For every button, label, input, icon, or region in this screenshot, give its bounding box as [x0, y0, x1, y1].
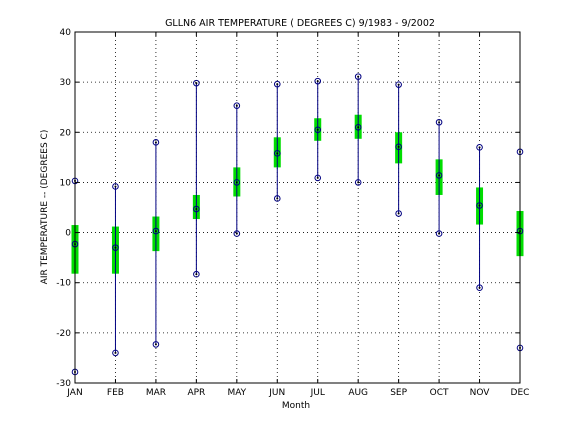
min-marker-dot-sep	[397, 212, 400, 215]
y-tick-label: -10	[56, 279, 71, 289]
mean-marker-jul	[314, 126, 322, 134]
max-marker-dot-mar	[154, 141, 157, 144]
x-tick-label: AUG	[348, 388, 368, 398]
mean-marker-dot-may	[235, 181, 238, 184]
x-tick-label: MAY	[227, 388, 246, 398]
min-marker-dot-apr	[195, 273, 198, 276]
max-marker-dot-jul	[316, 80, 319, 83]
x-tick-label: JUN	[268, 388, 285, 398]
mean-marker-dot-jun	[276, 152, 279, 155]
mean-marker-dot-feb	[114, 246, 117, 249]
max-marker-aug	[354, 73, 362, 80]
max-marker-dot-nov	[478, 146, 481, 149]
mean-marker-dot-jul	[316, 128, 319, 131]
x-tick-label: OCT	[430, 388, 449, 398]
x-tick-label: SEP	[390, 388, 407, 398]
mean-marker-apr	[193, 205, 200, 213]
mean-marker-dot-sep	[397, 145, 400, 148]
max-marker-dot-jun	[276, 83, 279, 86]
ticks: JAN FEB MAR APR MAY JUN JUL AUG SEP OCT NOV DEC -30 -…	[56, 28, 529, 398]
max-marker-dot-may	[235, 104, 238, 107]
y-tick-label: 40	[60, 28, 72, 38]
max-marker-sep	[395, 81, 402, 88]
mean-marker-may	[233, 179, 241, 186]
max-marker-apr	[193, 79, 200, 87]
y-tick-label: 10	[60, 178, 72, 188]
y-tick-label: 20	[60, 128, 72, 138]
x-tick-label: FEB	[107, 388, 124, 398]
min-marker-dot-oct	[438, 232, 441, 235]
y-tick-label: -30	[56, 379, 71, 389]
min-marker-dot-nov	[478, 286, 481, 289]
max-marker-dot-apr	[195, 82, 198, 85]
mean-marker-jun	[273, 150, 281, 157]
mean-marker-dot-aug	[357, 126, 360, 129]
min-marker-may	[233, 230, 241, 237]
max-marker-feb	[112, 183, 119, 190]
mean-marker-oct	[435, 172, 443, 179]
x-tick-label: JUL	[310, 388, 325, 398]
y-tick-label: -20	[56, 329, 71, 339]
mean-marker-dot-nov	[478, 204, 481, 207]
min-marker-dot-may	[235, 232, 238, 235]
min-marker-aug	[354, 179, 362, 186]
max-marker-nov	[476, 144, 483, 151]
max-marker-may	[233, 102, 241, 110]
y-tick-label: 30	[60, 78, 72, 88]
mean-marker-dot-mar	[154, 230, 157, 233]
min-marker-nov	[476, 284, 483, 292]
max-marker-dot-feb	[114, 185, 117, 188]
max-marker-dot-sep	[397, 83, 400, 86]
x-tick-label: APR	[187, 388, 205, 398]
min-marker-feb	[112, 349, 119, 357]
max-marker-dot-aug	[357, 75, 360, 78]
mean-marker-aug	[354, 123, 362, 131]
x-tick-label: MAR	[146, 388, 166, 398]
y-axis-label: AIR TEMPERATURE -- (DEGREES C)	[40, 130, 50, 285]
mean-marker-dot-oct	[438, 174, 441, 177]
min-marker-mar	[152, 341, 160, 348]
min-marker-dot-jul	[316, 176, 319, 179]
min-marker-jun	[273, 195, 281, 202]
mean-marker-sep	[395, 143, 402, 151]
min-marker-dot-mar	[154, 343, 157, 346]
chart-title: GLLN6 AIR TEMPERATURE ( DEGREES C) 9/198…	[165, 18, 435, 29]
min-marker-oct	[435, 230, 443, 237]
x-tick-label: NOV	[470, 388, 491, 398]
min-marker-apr	[193, 270, 200, 278]
min-marker-dot-feb	[114, 351, 117, 354]
mean-marker-dot-apr	[195, 208, 198, 211]
mean-marker-mar	[152, 227, 160, 235]
x-tick-label: JAN	[66, 388, 82, 398]
min-marker-sep	[395, 210, 402, 217]
min-marker-jul	[314, 174, 322, 182]
mean-marker-feb	[112, 244, 119, 251]
x-axis-label: Month	[282, 401, 310, 411]
max-marker-jun	[273, 80, 281, 88]
max-marker-mar	[152, 139, 160, 146]
min-marker-dot-aug	[357, 181, 360, 184]
plot-frame	[74, 31, 521, 384]
min-marker-dot-jun	[276, 197, 279, 200]
max-marker-dot-oct	[438, 121, 441, 124]
max-marker-jul	[314, 77, 322, 85]
max-marker-oct	[435, 118, 443, 126]
x-tick-label: DEC	[511, 388, 530, 398]
y-tick-label: 0	[65, 229, 71, 239]
mean-marker-nov	[476, 202, 483, 209]
